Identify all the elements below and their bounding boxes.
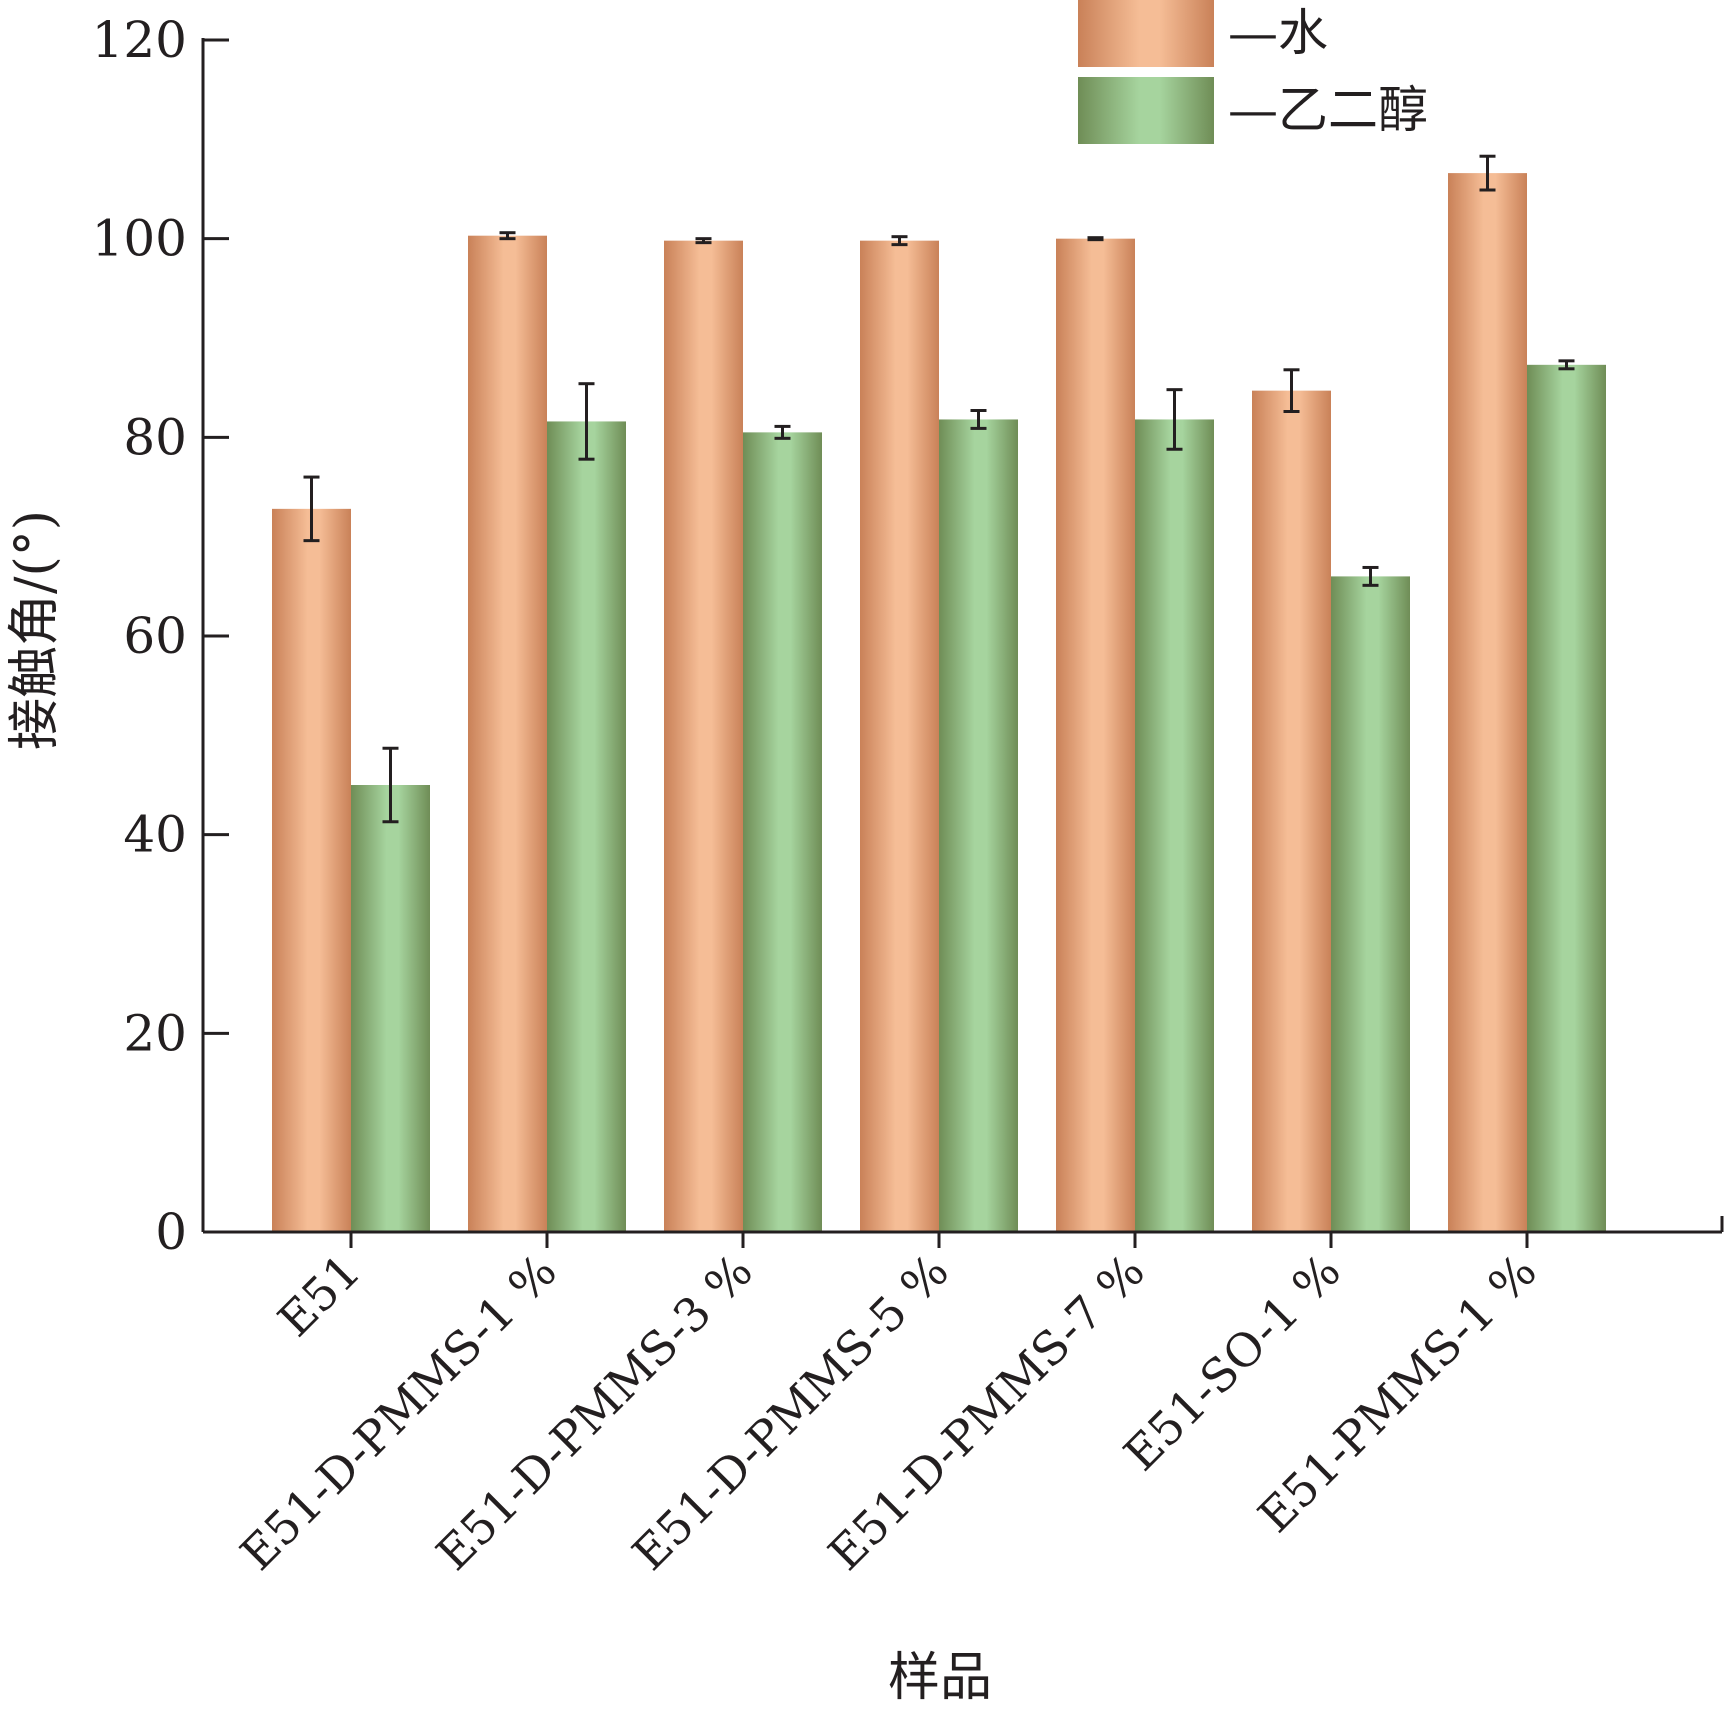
error-bar-water-6: [1479, 154, 1496, 192]
legend-item-0: —水: [1078, 0, 1328, 67]
x-category-label-3: E51-D-PMMS-5 %: [622, 1244, 959, 1581]
y-tick-label-120: 120: [92, 11, 187, 69]
error-bars-layer: [303, 154, 1575, 824]
y-tick-label-80: 80: [123, 408, 187, 466]
bar-glycol-1: [547, 421, 626, 1232]
legend-item-1: —乙二醇: [1078, 77, 1428, 144]
x-axis-title: 样品: [888, 1648, 992, 1707]
bar-water-1: [468, 235, 547, 1233]
bar-water-0: [272, 508, 351, 1232]
error-bar-glycol-6: [1558, 359, 1575, 371]
bar-water-2: [664, 240, 743, 1233]
x-category-label-4: E51-D-PMMS-7 %: [818, 1244, 1155, 1581]
error-bar-water-3: [891, 235, 908, 247]
bar-glycol-3: [939, 419, 1018, 1232]
error-bar-glycol-5: [1362, 565, 1379, 587]
bar-glycol-6: [1527, 364, 1606, 1232]
y-tick-label-100: 100: [92, 210, 187, 268]
error-bar-glycol-1: [578, 382, 595, 461]
bar-glycol-5: [1331, 576, 1410, 1232]
y-tick-label-60: 60: [123, 607, 187, 665]
error-bar-water-1: [499, 231, 516, 241]
bar-glycol-0: [351, 785, 430, 1232]
error-bar-water-4: [1087, 236, 1104, 242]
y-tick-label-40: 40: [123, 806, 187, 864]
legend-label-0: —水: [1228, 4, 1328, 62]
legend: —水 —乙二醇: [1078, 0, 1428, 144]
x-category-label-1: E51-D-PMMS-1 %: [230, 1244, 567, 1581]
error-bar-water-0: [303, 475, 320, 543]
bar-water-5: [1252, 390, 1331, 1232]
bar-water-3: [860, 240, 939, 1233]
bars-layer: [272, 173, 1606, 1233]
error-bar-glycol-0: [382, 746, 399, 824]
bar-glycol-4: [1135, 419, 1214, 1232]
bar-glycol-2: [743, 432, 822, 1232]
legend-swatch-0: [1078, 0, 1214, 67]
error-bar-water-2: [695, 237, 712, 245]
y-tick-label-0: 0: [155, 1203, 187, 1261]
y-tick-label-20: 20: [123, 1004, 187, 1062]
y-axis-title: 接触角/(°): [5, 510, 65, 750]
legend-label-1: —乙二醇: [1228, 81, 1428, 139]
bar-water-4: [1056, 238, 1135, 1232]
error-bar-water-5: [1283, 368, 1300, 414]
x-category-label-0: E51: [267, 1244, 370, 1347]
bar-water-6: [1448, 173, 1527, 1232]
error-bar-glycol-2: [774, 424, 791, 440]
legend-swatch-1: [1078, 77, 1214, 144]
x-category-label-2: E51-D-PMMS-3 %: [426, 1244, 763, 1581]
error-bar-glycol-3: [970, 409, 987, 430]
error-bar-glycol-4: [1166, 388, 1183, 451]
axes-layer: [201, 38, 1724, 1248]
